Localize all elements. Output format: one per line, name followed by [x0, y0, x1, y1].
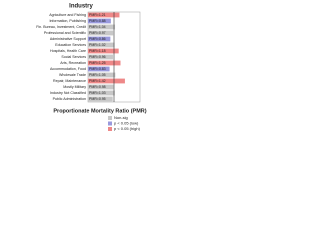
- legend-label: Non-sig: [114, 115, 128, 120]
- bar: [88, 96, 113, 102]
- value-label: PMR=1.02: [89, 43, 106, 47]
- bar: [88, 90, 115, 96]
- legend-swatch: [108, 116, 112, 120]
- bar: [88, 72, 116, 78]
- y-tick-label: Information, Publishing: [49, 19, 86, 23]
- y-tick-label: Education Services: [55, 43, 86, 47]
- bar: [88, 60, 121, 66]
- y-tick-label: Agriculture and Fishing: [49, 13, 86, 17]
- bar: [88, 48, 119, 54]
- legend-swatch: [108, 121, 112, 126]
- value-label: PMR=1.25: [89, 61, 106, 65]
- chart: Industry Proportionate Mortality Ratio (…: [36, 4, 147, 131]
- value-label: PMR=0.86: [89, 37, 106, 41]
- bar: [88, 36, 111, 42]
- value-label: PMR=1.03: [89, 91, 106, 95]
- y-tick-label: Wholesale Trade: [59, 73, 86, 77]
- y-tick-label: Fin. Bureau, Investment, Credit: [36, 25, 86, 29]
- value-label: PMR=0.97: [89, 31, 106, 35]
- legend-label: p < 0.05 (low): [114, 121, 139, 126]
- y-tick-label: Arts, Recreation: [60, 61, 86, 65]
- bar: [88, 18, 111, 24]
- bar: [88, 12, 120, 18]
- value-label: PMR=1.42: [89, 79, 106, 83]
- bar: [88, 84, 114, 90]
- y-tick-label: Public Administration: [53, 97, 86, 101]
- value-label: PMR=0.98: [89, 85, 106, 89]
- legend-swatch: [108, 127, 112, 131]
- y-tick-label: Social Services: [61, 55, 86, 59]
- y-tick-label: Mostly Military: [63, 85, 86, 89]
- value-label: PMR=1.05: [89, 73, 106, 77]
- value-label: PMR=0.95: [89, 97, 106, 101]
- legend-label: p < 0.05 (high): [114, 126, 141, 131]
- y-tick-label: Professional and Scientific: [44, 31, 86, 35]
- bar: [88, 30, 114, 36]
- value-label: PMR=1.21: [89, 13, 106, 17]
- value-label: PMR=0.96: [89, 55, 106, 59]
- bar: [88, 42, 115, 48]
- y-tick-label: Administrative Support: [50, 37, 86, 41]
- x-axis-title: Proportionate Mortality Ratio (PMR): [53, 108, 146, 114]
- value-label: PMR=0.88: [89, 19, 106, 23]
- y-tick-label: Industry Not Classified: [50, 91, 86, 95]
- y-tick-label: Hospitals, Health Care: [50, 49, 86, 53]
- value-label: PMR=1.18: [89, 49, 106, 53]
- y-tick-label: Repair, Maintenance: [53, 79, 86, 83]
- chart-title: Industry: [69, 4, 93, 10]
- bar: [88, 24, 116, 30]
- value-label: PMR=1.04: [89, 25, 106, 29]
- y-tick-label: Accommodation, Food: [50, 67, 86, 71]
- bar: [88, 66, 110, 72]
- bar: [88, 54, 113, 60]
- value-label: PMR=0.83: [89, 67, 106, 71]
- bar: [88, 78, 125, 84]
